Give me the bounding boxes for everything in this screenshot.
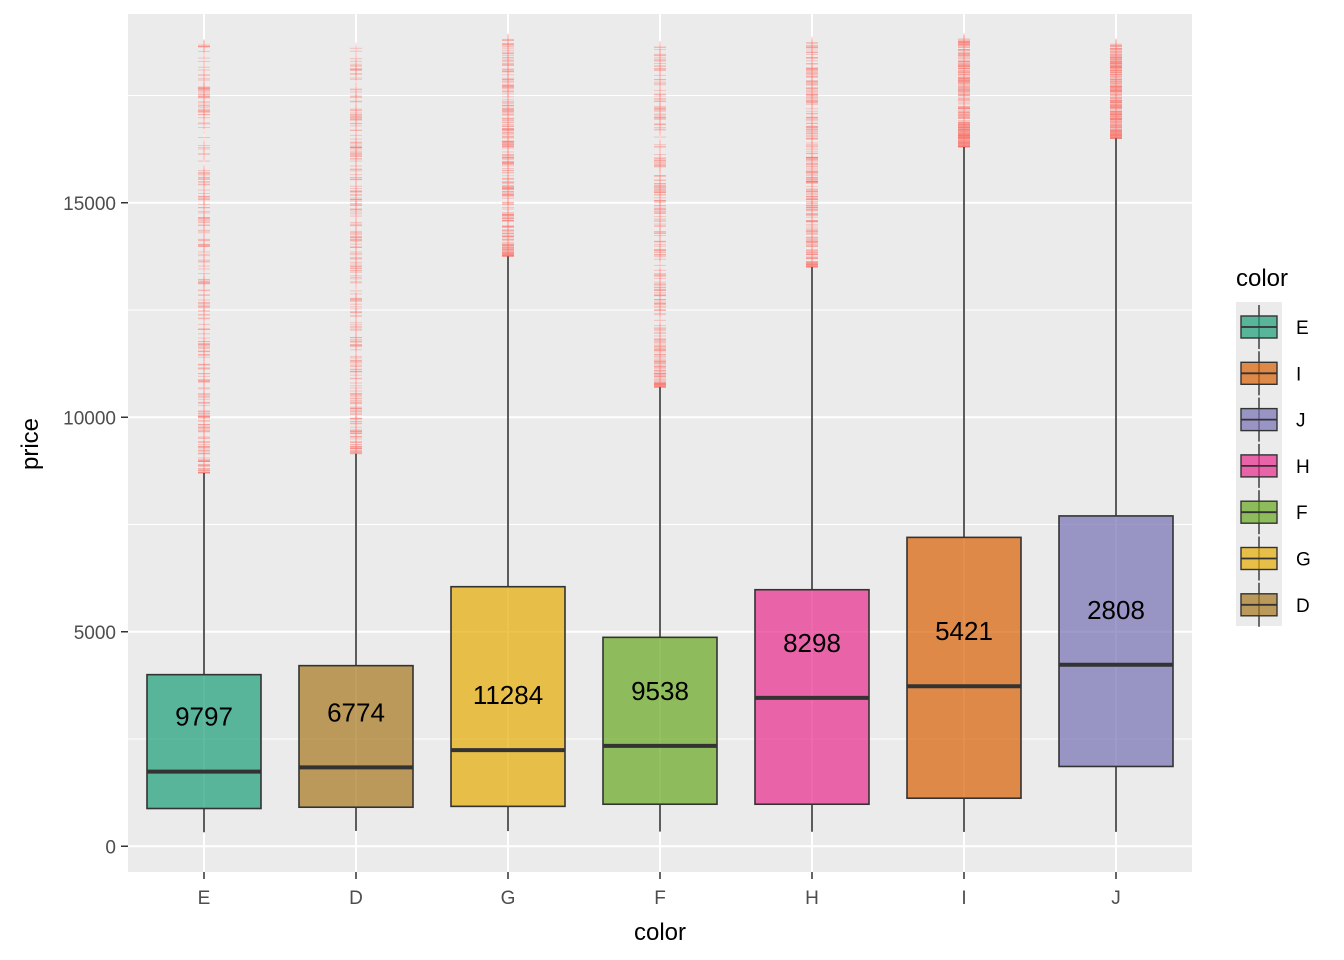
x-tick-label: E [198, 888, 211, 909]
legend-entry-H: H [1240, 443, 1310, 488]
legend: color E I J H F G D [1236, 265, 1311, 627]
outliers-G [502, 33, 514, 263]
box-rect [602, 636, 718, 806]
outliers-J [1110, 38, 1122, 145]
box-D: 6774 [298, 42, 414, 831]
x-tick-label: G [501, 888, 516, 909]
legend-entry-F: F [1240, 490, 1308, 535]
count-label: 6774 [327, 697, 385, 727]
count-label: 5421 [935, 616, 993, 646]
box-rect [1058, 515, 1174, 768]
y-axis: 0 5000 10000 15000 [63, 194, 128, 858]
legend-label: H [1296, 457, 1310, 478]
legend-label: I [1296, 364, 1301, 385]
legend-entry-E: E [1240, 305, 1309, 349]
y-axis-title: price [17, 418, 44, 470]
x-tick-label: D [349, 888, 363, 909]
legend-label: J [1296, 411, 1306, 432]
y-tick-label: 10000 [63, 408, 116, 429]
legend-label: F [1296, 503, 1308, 524]
count-label: 9797 [175, 702, 233, 732]
x-tick-label: J [1111, 888, 1121, 909]
legend-entry-D: D [1240, 582, 1310, 627]
legend-title: color [1236, 265, 1288, 292]
x-axis-title: color [634, 919, 686, 946]
outliers-H [806, 36, 818, 274]
y-tick-label: 0 [105, 837, 116, 858]
legend-entry-J: J [1240, 397, 1306, 442]
y-tick-label: 5000 [74, 623, 116, 644]
x-tick-label: F [654, 888, 666, 909]
box-J: 2808 [1058, 38, 1174, 832]
box-G: 11284 [450, 33, 566, 832]
legend-entries: E I J H F G D [1240, 305, 1311, 627]
x-tick-label: I [961, 888, 966, 909]
legend-label: E [1296, 318, 1309, 339]
legend-entry-I: I [1240, 351, 1301, 396]
count-label: 2808 [1087, 595, 1145, 625]
box-I: 5421 [906, 32, 1022, 832]
box-H: 8298 [754, 36, 870, 832]
legend-entry-G: G [1240, 536, 1311, 581]
y-tick-label: 15000 [63, 194, 116, 215]
box-rect [450, 585, 566, 808]
legend-label: D [1296, 596, 1310, 617]
count-label: 9538 [631, 676, 689, 706]
box-rect [298, 664, 414, 809]
box-rect [906, 536, 1022, 800]
x-tick-label: H [805, 888, 819, 909]
plot-panel: 9797 6774 11284 9538 8298 5421 2808 [128, 14, 1192, 872]
outliers-I [958, 32, 970, 153]
box-rect [146, 673, 262, 810]
outliers-D [350, 42, 362, 460]
count-label: 8298 [783, 628, 841, 658]
box-E: 9797 [146, 39, 262, 833]
legend-label: G [1296, 550, 1311, 571]
box-F: 9538 [602, 41, 718, 832]
count-label: 11284 [473, 680, 543, 710]
